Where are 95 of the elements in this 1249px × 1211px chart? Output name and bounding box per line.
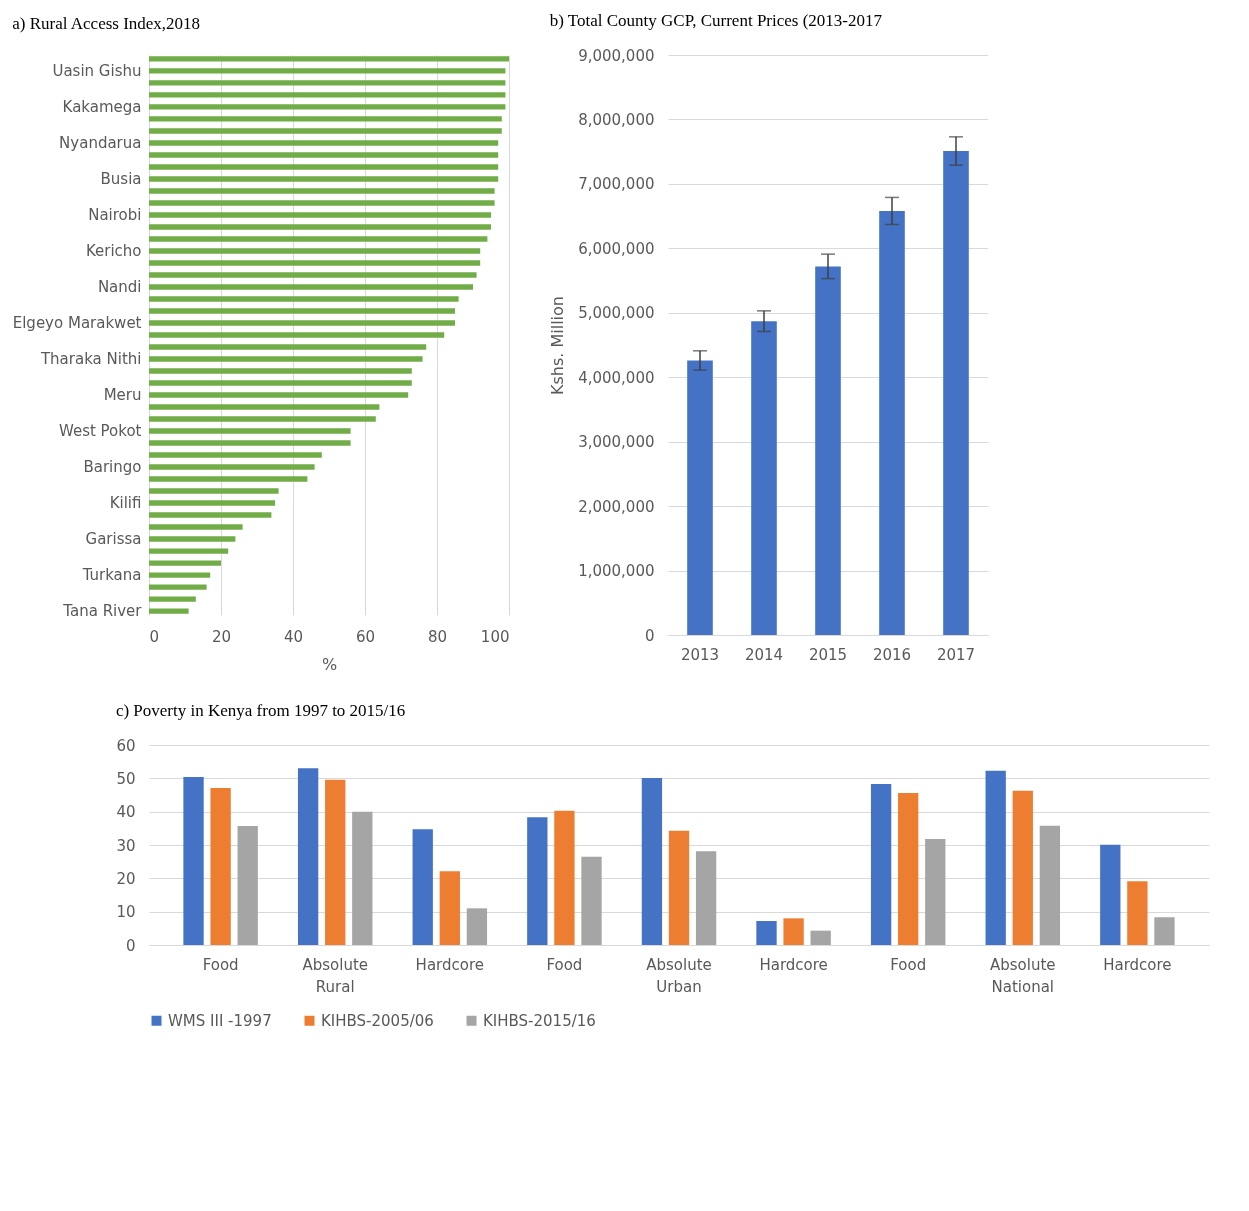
bar: [325, 779, 346, 945]
bar: [1100, 844, 1121, 945]
bar: [1039, 825, 1061, 945]
y-tick-label: 8,000,000: [578, 110, 655, 129]
y-tick-label: 30: [116, 836, 136, 855]
bar: [925, 839, 946, 945]
x-tick-label: Hardcore: [1103, 955, 1172, 974]
x-tick-label: 60: [355, 627, 376, 646]
bar: [870, 784, 892, 945]
y-tick-label: Nairobi: [88, 205, 142, 224]
x-tick-label: 2016: [872, 645, 912, 664]
x-tick-label: 2014: [744, 645, 784, 664]
x-tick-label: Food: [202, 955, 239, 974]
y-tick-label: Tharaka Nithi: [39, 350, 142, 369]
bar: [879, 210, 905, 635]
y-axis-title: Kshs. Million: [548, 296, 568, 395]
legend-label: KIHBS-2005/06: [321, 1011, 434, 1030]
x-tick-label: Hardcore: [759, 955, 828, 974]
y-tick-label: 1,000,000: [578, 562, 655, 581]
y-tick-label: 7,000,000: [578, 175, 655, 194]
bar: [554, 810, 575, 945]
y-tick-label: Turkana: [81, 566, 142, 585]
text: National: [991, 978, 1055, 996]
y-tick-label: 6,000,000: [578, 239, 655, 258]
x-tick-label: Hardcore: [415, 955, 485, 974]
chart-title: c) Poverty in Kenya from 1997 to 2015/16: [115, 701, 406, 720]
x-tick-label: 100: [480, 627, 510, 646]
text: Rural: [315, 978, 355, 996]
y-tick-label: 50: [116, 769, 136, 788]
y-tick-label: 20: [116, 869, 136, 888]
y-tick-label: Kilifi: [109, 494, 142, 513]
y-tick-label: Busia: [100, 169, 142, 188]
bar: [943, 151, 969, 635]
y-tick-label: Kericho: [85, 241, 142, 260]
y-tick-label: West Pokot: [58, 422, 142, 441]
x-tick-label: 20: [211, 627, 232, 646]
y-tick-label: Baringo: [83, 458, 142, 477]
y-tick-label: Nyandarua: [59, 133, 142, 152]
y-tick-label: 9,000,000: [578, 46, 655, 65]
bar: [783, 918, 804, 945]
chart-title: b) Total County GCP, Current Prices (2013-2017: [549, 11, 883, 30]
bar: [439, 871, 460, 945]
bar: [527, 817, 548, 945]
bar: [695, 851, 717, 945]
x-tick-label: 2013: [680, 645, 720, 664]
bar: [756, 921, 777, 945]
y-tick-label: Nandi: [97, 277, 142, 296]
text: Urban: [656, 978, 702, 996]
y-tick-label: 40: [116, 803, 136, 822]
y-tick-label: Uasin Gishu: [52, 61, 142, 80]
y-tick-label: Elgeyo Marakwet: [12, 314, 142, 332]
bar: [1154, 917, 1175, 945]
bar: [466, 908, 488, 945]
y-tick-label: 3,000,000: [578, 433, 655, 452]
chart-title: a) Rural Access Index,2018: [12, 14, 201, 34]
y-tick-label: 4,000,000: [578, 368, 655, 387]
legend-label: KIHBS-2015/16: [483, 1011, 596, 1030]
bar: [1127, 881, 1148, 945]
x-tick-label: Absolute: [646, 955, 712, 974]
legend-label: WMS III -1997: [168, 1011, 272, 1030]
y-tick-label: 0: [125, 936, 136, 955]
bar: [412, 829, 433, 945]
bar: [898, 793, 919, 945]
bar: [183, 777, 204, 945]
y-tick-label: 5,000,000: [578, 304, 655, 323]
y-tick-label: 60: [116, 736, 136, 755]
bar: [668, 830, 690, 945]
x-tick-label: 0: [149, 627, 160, 646]
x-tick-label: 80: [427, 627, 448, 646]
x-tick-label: Food: [546, 955, 583, 974]
bar: [687, 360, 713, 635]
y-tick-label: Kakamega: [62, 97, 142, 116]
y-tick-label: 2,000,000: [578, 497, 655, 516]
x-tick-label: 2017: [936, 645, 976, 664]
y-tick-label: Garissa: [85, 530, 142, 549]
bar: [751, 321, 777, 635]
x-tick-label: Absolute: [990, 955, 1056, 974]
bar: [297, 768, 319, 945]
bar: [237, 826, 258, 945]
bar: [810, 930, 831, 945]
y-tick-label: Tana River: [62, 602, 143, 621]
x-tick-label: Food: [890, 955, 927, 974]
bar: [210, 788, 231, 945]
bar: [1012, 790, 1033, 945]
x-tick-label: 2015: [808, 645, 848, 664]
bar: [581, 856, 602, 945]
bar: [641, 778, 663, 945]
y-tick-label: Meru: [103, 386, 142, 405]
bar: [985, 770, 1006, 945]
bar: [352, 811, 373, 945]
x-axis-title: %: [321, 654, 338, 674]
y-tick-label: 10: [116, 903, 136, 922]
bar: [815, 266, 841, 635]
x-tick-label: Absolute: [302, 955, 368, 974]
x-tick-label: 40: [283, 627, 304, 646]
